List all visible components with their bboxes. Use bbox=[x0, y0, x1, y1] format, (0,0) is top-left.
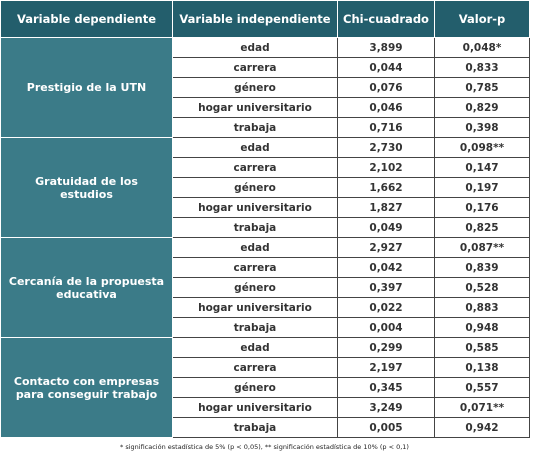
table-row: carrera 0,042 0,839 bbox=[1, 257, 530, 278]
independent-variable: hogar universitario bbox=[172, 397, 338, 418]
p-value: 0,048* bbox=[434, 37, 530, 58]
p-value: 0,785 bbox=[434, 77, 530, 98]
p-value: 0,839 bbox=[434, 257, 530, 278]
group-label: Cercanía de la propuesta educativa bbox=[0, 237, 173, 338]
chi-square: 0,299 bbox=[337, 337, 435, 358]
chi-square: 0,005 bbox=[337, 417, 435, 438]
p-value: 0,948 bbox=[434, 317, 530, 338]
table-row: hogar universitario 3,249 0,071** bbox=[1, 397, 530, 418]
p-value: 0,585 bbox=[434, 337, 530, 358]
footnote: * significación estadística de 5% (p < 0… bbox=[120, 443, 409, 451]
independent-variable: trabaja bbox=[172, 417, 338, 438]
independent-variable: hogar universitario bbox=[172, 297, 338, 318]
table-row: Cercanía de la propuesta educativa edad 2,… bbox=[0, 237, 530, 338]
p-value: 0,197 bbox=[434, 177, 530, 198]
p-value: 0,833 bbox=[434, 57, 530, 78]
p-value: 0,883 bbox=[434, 297, 530, 318]
chi-square: 2,927 bbox=[337, 237, 435, 258]
independent-variable: edad bbox=[172, 337, 338, 358]
chi-square: 1,662 bbox=[337, 177, 435, 198]
chi-square: 2,102 bbox=[337, 157, 435, 178]
independent-variable: carrera bbox=[172, 257, 338, 278]
independent-variable: carrera bbox=[172, 357, 338, 378]
p-value: 0,829 bbox=[434, 97, 530, 118]
group-label: Contacto con empresas para conseguir tra… bbox=[0, 337, 173, 438]
chi-square: 1,827 bbox=[337, 197, 435, 218]
p-value: 0,147 bbox=[434, 157, 530, 178]
table-row: Contacto con empresas para conseguir tra… bbox=[0, 337, 530, 438]
table-row: trabaja 0,049 0,825 bbox=[1, 217, 530, 238]
p-value: 0,071** bbox=[434, 397, 530, 418]
independent-variable: edad bbox=[172, 237, 338, 258]
p-value: 0,087** bbox=[434, 237, 530, 258]
column-header: Chi-cuadrado bbox=[337, 0, 435, 38]
p-value: 0,138 bbox=[434, 357, 530, 378]
p-value: 0,942 bbox=[434, 417, 530, 438]
independent-variable: trabaja bbox=[172, 317, 338, 338]
table-body: Prestigio de la UTN edad 3,899 0,048* carrer… bbox=[0, 37, 530, 438]
chi-square: 3,249 bbox=[337, 397, 435, 418]
chi-square: 0,046 bbox=[337, 97, 435, 118]
table-row: carrera 2,102 0,147 bbox=[1, 157, 530, 178]
independent-variable: edad bbox=[172, 37, 338, 58]
table-row: hogar universitario 1,827 0,176 bbox=[1, 197, 530, 218]
independent-variable: género bbox=[172, 77, 338, 98]
table-row: carrera 2,197 0,138 bbox=[1, 357, 530, 378]
chi-square: 0,044 bbox=[337, 57, 435, 78]
p-value: 0,528 bbox=[434, 277, 530, 298]
independent-variable: carrera bbox=[172, 157, 338, 178]
p-value: 0,825 bbox=[434, 217, 530, 238]
chi-square: 0,345 bbox=[337, 377, 435, 398]
column-header: Variable dependiente bbox=[0, 0, 173, 38]
chi-square: 0,716 bbox=[337, 117, 435, 138]
chi-square: 2,197 bbox=[337, 357, 435, 378]
independent-variable: trabaja bbox=[172, 117, 338, 138]
chi-square: 0,397 bbox=[337, 277, 435, 298]
independent-variable: género bbox=[172, 377, 338, 398]
table-row: Gratuidad de los estudios edad 2,730 0,098*… bbox=[0, 137, 530, 238]
independent-variable: edad bbox=[172, 137, 338, 158]
table-row: trabaja 0,005 0,942 bbox=[1, 417, 530, 438]
chi-square: 3,899 bbox=[337, 37, 435, 58]
chi-square: 2,730 bbox=[337, 137, 435, 158]
p-value: 0,176 bbox=[434, 197, 530, 218]
results-table: Variable dependiente Variable independien… bbox=[0, 0, 530, 438]
p-value: 0,557 bbox=[434, 377, 530, 398]
independent-variable: hogar universitario bbox=[172, 97, 338, 118]
independent-variable: trabaja bbox=[172, 217, 338, 238]
column-header: Variable independiente bbox=[172, 0, 338, 38]
chi-square: 0,022 bbox=[337, 297, 435, 318]
chi-square: 0,042 bbox=[337, 257, 435, 278]
header-row: Variable dependiente Variable independien… bbox=[0, 0, 530, 38]
table-row: género 1,662 0,197 bbox=[1, 177, 530, 198]
table-row: trabaja 0,004 0,948 bbox=[1, 317, 530, 338]
chi-square: 0,076 bbox=[337, 77, 435, 98]
table-row: trabaja 0,716 0,398 bbox=[1, 117, 530, 138]
independent-variable: género bbox=[172, 277, 338, 298]
group-label: Prestigio de la UTN bbox=[0, 37, 173, 138]
chi-square: 0,004 bbox=[337, 317, 435, 338]
table-row: Prestigio de la UTN edad 3,899 0,048* bbox=[0, 37, 530, 138]
column-header: Valor-p bbox=[434, 0, 530, 38]
p-value: 0,098** bbox=[434, 137, 530, 158]
chi-square: 0,049 bbox=[337, 217, 435, 238]
independent-variable: hogar universitario bbox=[172, 197, 338, 218]
group-label: Gratuidad de los estudios bbox=[0, 137, 173, 238]
independent-variable: carrera bbox=[172, 57, 338, 78]
table-row: género 0,076 0,785 bbox=[1, 77, 530, 98]
independent-variable: género bbox=[172, 177, 338, 198]
p-value: 0,398 bbox=[434, 117, 530, 138]
